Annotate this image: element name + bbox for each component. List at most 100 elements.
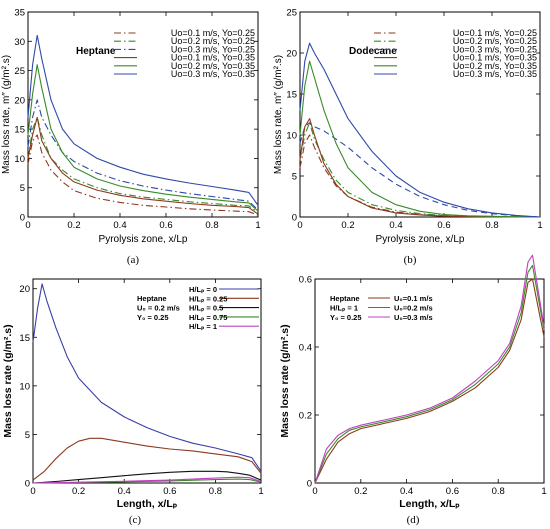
- panel-caption: (a): [127, 254, 140, 266]
- y-axis-label: Mass loss rate (g/m².s): [2, 324, 14, 437]
- x-tick-label: 0: [25, 220, 30, 231]
- legend-label: U₀=0.2 m/s: [394, 304, 433, 313]
- legend-label: Uo=0.2 m/s, Yo=0.35: [453, 61, 537, 71]
- x-tick-label: 0.4: [389, 220, 402, 231]
- series-line-a-5: [27, 34, 259, 206]
- x-tick-label: 0.8: [209, 486, 222, 497]
- y-tick-label: 0.2: [299, 411, 312, 422]
- y-axis-label: Mass loss rate, m″ (g/m².s): [273, 55, 284, 174]
- y-tick-label: 0.4: [299, 343, 312, 354]
- legend-label: H/Lₚ = 1: [189, 322, 217, 331]
- series-line-c-4: [32, 476, 262, 484]
- legend-label: Uo=0.3 m/s, Yo=0.35: [453, 69, 537, 79]
- y-tick-label: 35: [14, 8, 25, 19]
- x-tick-label: 0.8: [205, 220, 218, 231]
- y-axis-label: Mass loss rate, m″ (g/m².s): [1, 55, 12, 174]
- series-line-b-5: [299, 42, 541, 218]
- legend: U₀=0.1 m/sU₀=0.2 m/sU₀=0.3 m/s: [368, 294, 433, 322]
- series-line-b-1: [299, 122, 541, 218]
- legend-label: H/Lₚ = 0.5: [189, 304, 223, 313]
- series-line-a-0: [27, 134, 259, 216]
- y-tick-label: 25: [14, 66, 25, 77]
- series-line-c-2: [32, 470, 262, 484]
- y-tick-label: 5: [25, 430, 30, 441]
- x-tick-label: 1: [258, 486, 263, 497]
- x-tick-label: 1: [255, 220, 260, 231]
- y-tick-label: 10: [14, 154, 25, 165]
- legend-label: Uo=0.2 m/s, Yo=0.25: [171, 36, 255, 46]
- y-axis-label: Mass loss rate (g/m².s): [279, 324, 291, 437]
- y-tick-label: 15: [286, 90, 297, 101]
- legend-label: H/Lₚ = 0.25: [189, 294, 227, 303]
- y-tick-label: 15: [14, 125, 25, 136]
- annotation-text: U₀ = 0.2 m/s: [137, 304, 180, 313]
- x-tick-label: 0.2: [72, 486, 85, 497]
- y-tick-label: 5: [292, 172, 297, 183]
- legend-label: Uo=0.2 m/s, Yo=0.35: [171, 61, 255, 71]
- y-tick-label: 25: [286, 8, 297, 19]
- y-tick-label: 20: [14, 95, 25, 106]
- annotation-text: Y₀ = 0.25: [137, 313, 169, 322]
- series-line-d-1: [314, 264, 545, 484]
- legend-label: Uo=0.1 m/s, Yo=0.35: [171, 53, 255, 63]
- x-tick-label: 1: [537, 220, 542, 231]
- legend-label: Uo=0.3 m/s, Yo=0.25: [453, 44, 537, 54]
- plot-frame: [299, 11, 541, 218]
- fuel-label: Dodecane: [349, 46, 397, 57]
- series-line-d-0: [314, 278, 545, 484]
- series-line-b-2: [299, 122, 541, 218]
- y-tick-label: 5: [20, 183, 25, 194]
- y-tick-label: 0: [307, 479, 312, 490]
- plot-frame: [32, 278, 262, 484]
- x-axis-label: Length, x/Lₚ: [399, 498, 460, 510]
- series-line-b-3: [299, 118, 541, 218]
- x-tick-label: 0.2: [341, 220, 354, 231]
- series-line-b-0: [299, 134, 541, 218]
- x-tick-label: 0: [297, 220, 302, 231]
- y-tick-label: 10: [286, 131, 297, 142]
- legend-label: H/Lₚ = 0: [189, 285, 217, 294]
- series-line-c-1: [32, 437, 262, 481]
- annotation-text: Y₀ = 0.25: [330, 313, 362, 322]
- x-tick-label: 0.6: [446, 486, 459, 497]
- y-tick-label: 20: [286, 49, 297, 60]
- series-line-d-2: [314, 254, 545, 484]
- x-tick-label: 1: [541, 486, 546, 497]
- x-tick-label: 0.6: [159, 220, 172, 231]
- series-line-b-4: [299, 60, 541, 218]
- y-tick-label: 0: [25, 479, 30, 490]
- x-tick-label: 0.2: [67, 220, 80, 231]
- legend-label: Uo=0.3 m/s, Yo=0.35: [171, 69, 255, 79]
- x-tick-label: 0.2: [354, 486, 367, 497]
- x-tick-label: 0: [30, 486, 35, 497]
- annotation-text: Heptane: [137, 294, 167, 303]
- x-axis-label: Pyrolysis zone, x/Lp: [376, 234, 465, 245]
- y-tick-label: 0: [20, 213, 25, 224]
- legend-label: Uo=0.3 m/s, Yo=0.25: [171, 44, 255, 54]
- panel-caption: (c): [129, 514, 142, 526]
- annotation-text: H/Lₚ = 1: [330, 304, 358, 313]
- x-axis-label: Pyrolysis zone, x/Lp: [99, 234, 188, 245]
- legend: H/Lₚ = 0H/Lₚ = 0.25H/Lₚ = 0.5H/Lₚ = 0.75…: [189, 285, 259, 331]
- series-line-a-2: [27, 99, 259, 211]
- legend-label: U₀=0.1 m/s: [394, 294, 433, 303]
- y-tick-label: 30: [14, 37, 25, 48]
- x-tick-label: 0: [312, 486, 317, 497]
- legend-label: Uo=0.1 m/s, Yo=0.25: [171, 28, 255, 38]
- y-tick-label: 0: [292, 213, 297, 224]
- y-tick-label: 10: [19, 381, 30, 392]
- x-tick-label: 0.8: [492, 486, 505, 497]
- x-tick-label: 0.6: [163, 486, 176, 497]
- panel-caption: (b): [404, 254, 417, 266]
- x-axis-label: Length, x/Lₚ: [117, 498, 178, 510]
- panel-caption: (d): [407, 514, 420, 526]
- y-tick-label: 0.6: [299, 275, 312, 286]
- plot-frame: [314, 278, 545, 484]
